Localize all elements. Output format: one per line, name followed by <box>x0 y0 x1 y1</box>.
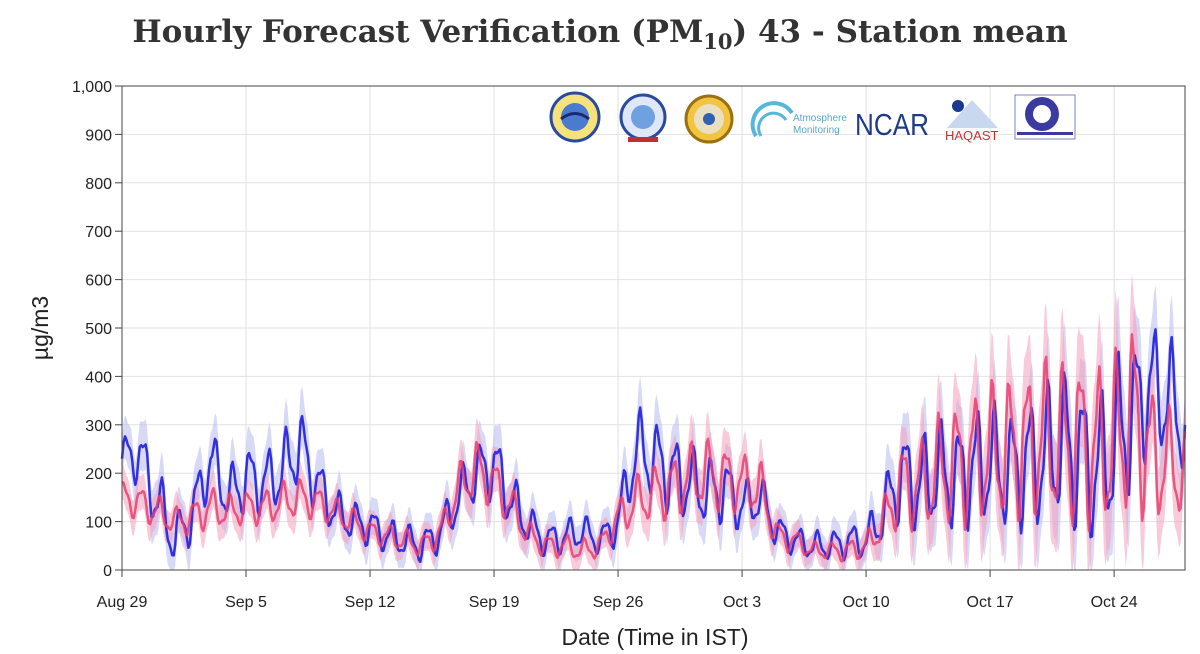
atmosphere-text-2: Monitoring <box>793 125 840 136</box>
imd-emblem-icon <box>549 91 601 143</box>
x-tick-label: Oct 17 <box>967 594 1014 611</box>
y-tick-label: 700 <box>85 224 112 241</box>
x-tick-label: Sep 5 <box>225 594 267 611</box>
moes-emblem-icon <box>619 93 667 142</box>
atmosphere-monitoring-logo: Atmosphere Monitoring <box>750 101 847 138</box>
y-tick-label: 500 <box>85 321 112 338</box>
atmosphere-text-1: Atmosphere <box>793 113 847 124</box>
title-subscript: 10 <box>703 29 733 55</box>
atmosphere-arc-icon <box>750 101 794 138</box>
band-layer <box>122 273 1185 570</box>
line-layer <box>120 328 1187 564</box>
x-tick-label: Sep 12 <box>345 594 396 611</box>
y-tick-label: 900 <box>85 127 112 144</box>
y-tick-label: 600 <box>85 273 112 290</box>
observed-series-line <box>121 333 1187 563</box>
chart-title: Hourly Forecast Verification (PM10) 43 -… <box>0 14 1200 54</box>
x-tick-label: Aug 29 <box>97 594 148 611</box>
logo-strip: Atmosphere Monitoring NCAR HAQAST <box>549 91 1076 144</box>
haqast-text: HAQAST <box>945 128 999 143</box>
x-axis-title: Date (Time in IST) <box>561 624 748 650</box>
title-suffix: ) 43 - Station mean <box>732 14 1068 50</box>
x-tick-label: Sep 26 <box>593 594 644 611</box>
haqast-logo: HAQAST <box>945 100 999 143</box>
x-tick-label: Oct 24 <box>1091 594 1138 611</box>
x-tick-label: Oct 3 <box>723 594 761 611</box>
haqast-mountain-icon <box>947 100 998 128</box>
y-tick-label: 400 <box>85 369 112 386</box>
ncar-logo: NCAR <box>855 107 929 142</box>
y-tick-label: 200 <box>85 466 112 483</box>
iitm-emblem-icon <box>684 94 734 144</box>
title-prefix: Hourly Forecast Verification (PM <box>132 14 704 50</box>
x-tick-label: Sep 19 <box>469 594 520 611</box>
y-tick-label: 1,000 <box>72 79 112 96</box>
y-tick-label: 0 <box>103 563 112 580</box>
x-tick-label: Oct 10 <box>843 594 890 611</box>
y-axis-title: µg/m3 <box>27 296 53 360</box>
university-emblem-icon <box>1014 94 1076 140</box>
y-tick-label: 100 <box>85 515 112 532</box>
observed-uncertainty-band <box>122 273 1185 570</box>
forecast-series-line <box>120 328 1187 564</box>
y-tick-label: 300 <box>85 418 112 435</box>
y-tick-label: 800 <box>85 176 112 193</box>
axis-layer: 0 100 200 300 400 500 600 700 800 900 1,000 Aug 29 S… <box>72 79 1138 611</box>
